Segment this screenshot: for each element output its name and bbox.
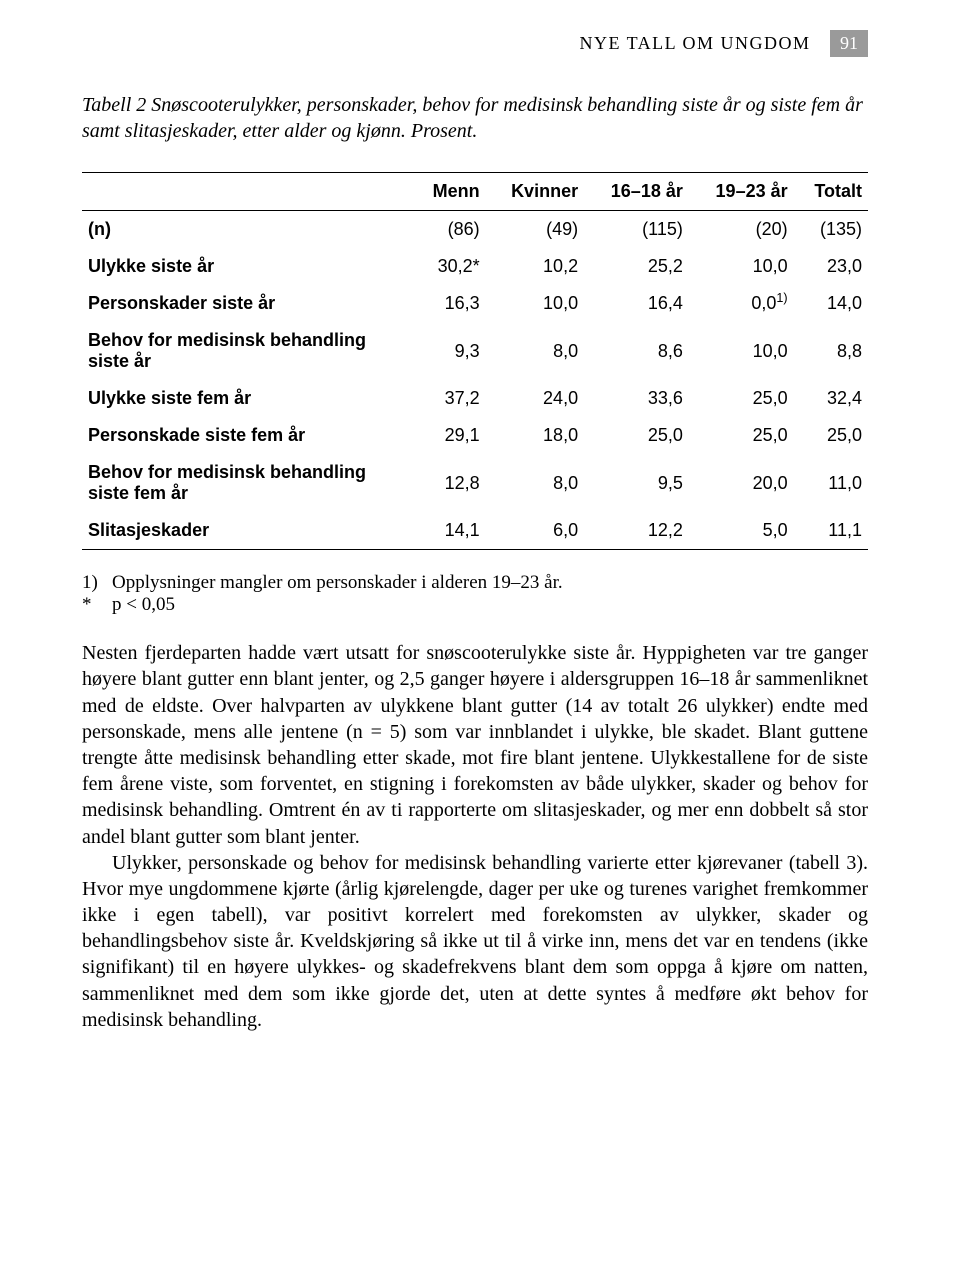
page-number: 91 [830, 30, 868, 57]
col-header-age-19-23: 19–23 år [689, 173, 794, 211]
table-row: (n)(86)(49)(115)(20)(135) [82, 211, 868, 249]
table-row: Personskader siste år16,310,016,40,01)14… [82, 285, 868, 322]
table-cell: 23,0 [794, 248, 868, 285]
col-header-empty [82, 173, 412, 211]
footnote-marker: * [82, 594, 112, 616]
paragraph: Nesten fjerdeparten hadde vært utsatt fo… [82, 640, 868, 850]
section-title: NYE TALL OM UNGDOM [579, 33, 810, 53]
table-cell: 5,0 [689, 512, 794, 550]
table-caption: Tabell 2 Snøscooterulykker, personskader… [82, 93, 868, 144]
table-row: Personskade siste fem år29,118,025,025,0… [82, 417, 868, 454]
footnote-text: p < 0,05 [112, 594, 175, 616]
page: NYE TALL OM UNGDOM 91 Tabell 2 Snøscoote… [0, 0, 960, 1266]
table-cell: 29,1 [412, 417, 486, 454]
footnote-text: Opplysninger mangler om personskader i a… [112, 572, 563, 594]
table-footnotes: 1) Opplysninger mangler om personskader … [82, 572, 868, 616]
table-cell: 25,0 [584, 417, 689, 454]
paragraph: Ulykker, personskade og behov for medisi… [82, 850, 868, 1033]
footnote-ref: 1) [776, 291, 787, 305]
table-cell: 10,0 [486, 285, 584, 322]
table-cell: 9,3 [412, 322, 486, 380]
footnote: 1) Opplysninger mangler om personskader … [82, 572, 868, 594]
table-cell: 11,0 [794, 454, 868, 512]
row-label: Behov for medisinsk behandling siste år [82, 322, 412, 380]
table-cell: 8,0 [486, 454, 584, 512]
table-cell: 10,0 [689, 248, 794, 285]
col-header-menn: Menn [412, 173, 486, 211]
table-cell: 11,1 [794, 512, 868, 550]
col-header-totalt: Totalt [794, 173, 868, 211]
table-row: Ulykke siste år30,2*10,225,210,023,0 [82, 248, 868, 285]
table-cell: 30,2* [412, 248, 486, 285]
table-cell: 14,0 [794, 285, 868, 322]
footnote-marker: 1) [82, 572, 112, 594]
running-header: NYE TALL OM UNGDOM 91 [82, 30, 868, 57]
table-cell: 25,0 [794, 417, 868, 454]
row-label: Behov for medisinsk behandling siste fem… [82, 454, 412, 512]
table-cell: 6,0 [486, 512, 584, 550]
table-cell: 32,4 [794, 380, 868, 417]
table-cell: 9,5 [584, 454, 689, 512]
table-cell: 8,0 [486, 322, 584, 380]
table-cell: (49) [486, 211, 584, 249]
table-cell: 8,8 [794, 322, 868, 380]
table-body: (n)(86)(49)(115)(20)(135)Ulykke siste år… [82, 211, 868, 550]
data-table: Menn Kvinner 16–18 år 19–23 år Totalt (n… [82, 172, 868, 550]
row-label: Personskade siste fem år [82, 417, 412, 454]
table-cell: 33,6 [584, 380, 689, 417]
table-row: Slitasjeskader14,16,012,25,011,1 [82, 512, 868, 550]
table-cell: 12,8 [412, 454, 486, 512]
table-cell: 24,0 [486, 380, 584, 417]
table-cell: 25,2 [584, 248, 689, 285]
table-cell: 25,0 [689, 417, 794, 454]
col-header-kvinner: Kvinner [486, 173, 584, 211]
body-text: Nesten fjerdeparten hadde vært utsatt fo… [82, 640, 868, 1033]
table-cell: 18,0 [486, 417, 584, 454]
table-cell: 0,01) [689, 285, 794, 322]
table-cell: 20,0 [689, 454, 794, 512]
row-label: Personskader siste år [82, 285, 412, 322]
table-cell: (86) [412, 211, 486, 249]
table-cell: 10,0 [689, 322, 794, 380]
table-cell: (20) [689, 211, 794, 249]
table-row: Behov for medisinsk behandling siste år9… [82, 322, 868, 380]
table-cell: 12,2 [584, 512, 689, 550]
row-label: Ulykke siste fem år [82, 380, 412, 417]
table-cell: 37,2 [412, 380, 486, 417]
row-label: (n) [82, 211, 412, 249]
row-label: Ulykke siste år [82, 248, 412, 285]
table-cell: 25,0 [689, 380, 794, 417]
table-row: Behov for medisinsk behandling siste fem… [82, 454, 868, 512]
table-cell: 16,4 [584, 285, 689, 322]
footnote: * p < 0,05 [82, 594, 868, 616]
table-cell: (115) [584, 211, 689, 249]
table-cell: 10,2 [486, 248, 584, 285]
row-label: Slitasjeskader [82, 512, 412, 550]
table-cell: (135) [794, 211, 868, 249]
col-header-age-16-18: 16–18 år [584, 173, 689, 211]
table-cell: 16,3 [412, 285, 486, 322]
table-cell: 8,6 [584, 322, 689, 380]
table-header-row: Menn Kvinner 16–18 år 19–23 år Totalt [82, 173, 868, 211]
table-cell: 14,1 [412, 512, 486, 550]
table-row: Ulykke siste fem år37,224,033,625,032,4 [82, 380, 868, 417]
